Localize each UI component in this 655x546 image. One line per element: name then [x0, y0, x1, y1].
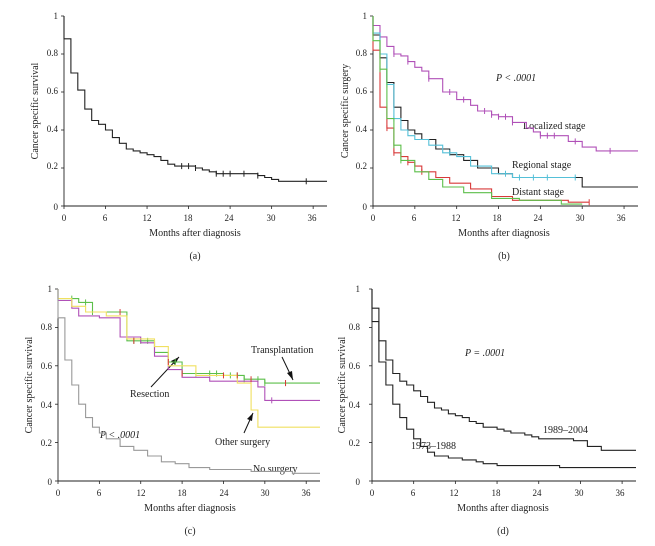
x-tick-label: 24	[225, 213, 235, 223]
series-line	[372, 16, 576, 179]
x-tick-label: 36	[616, 488, 626, 498]
panel-b: 1 0.8 0.6 0.4 0.2 0 0 6 12 18 24 30 36 M…	[340, 11, 638, 262]
x-tick-label: 30	[261, 488, 271, 498]
x-tick-label: 18	[184, 213, 194, 223]
x-tick-label: 12	[143, 213, 152, 223]
y-tick-label: 0.8	[41, 322, 53, 332]
y-tick-label: 0	[363, 202, 368, 212]
x-tick-label: 0	[371, 213, 376, 223]
x-tick-label: 30	[267, 213, 277, 223]
y-tick-label: 0.8	[47, 48, 59, 58]
x-tick-label: 30	[576, 213, 586, 223]
transplantation-arrowhead	[287, 371, 293, 380]
series-line	[57, 289, 320, 474]
y-tick-label: 0	[48, 477, 53, 487]
x-tick-label: 0	[370, 488, 375, 498]
x-tick-label: 24	[534, 213, 544, 223]
series-line	[372, 16, 638, 188]
era-1973-1988-label: 1973–1988	[411, 441, 456, 452]
p-value-annotation: P = .0001	[464, 348, 505, 359]
x-tick-label: 18	[493, 213, 503, 223]
y-tick-label: 0.8	[356, 48, 368, 58]
x-axis-label: Months after diagnosis	[149, 228, 241, 239]
regional-stage-label: Regional stage	[512, 160, 572, 171]
y-tick-label: 1	[356, 284, 361, 294]
x-tick-label: 36	[308, 213, 318, 223]
series-line	[57, 289, 320, 401]
y-axis-label: Cancer specific survival	[24, 336, 35, 433]
x-tick-label: 12	[137, 488, 146, 498]
panel-label: (c)	[184, 526, 195, 537]
y-tick-label: 0.2	[349, 438, 360, 448]
y-axis-label: Cancer specific survival	[30, 62, 41, 159]
x-tick-label: 36	[617, 213, 627, 223]
y-tick-label: 0.6	[349, 361, 361, 371]
y-tick-label: 0.6	[47, 86, 59, 96]
panel-c: 1 0.8 0.6 0.4 0.2 0 0 6 12 18 24 30 36 M…	[24, 284, 320, 537]
distant-stage-label: Distant stage	[512, 187, 564, 198]
y-tick-label: 0.2	[41, 438, 52, 448]
y-tick-label: 0.2	[47, 161, 58, 171]
y-tick-label: 1	[48, 284, 53, 294]
x-tick-label: 30	[575, 488, 585, 498]
panel-label: (d)	[497, 526, 509, 537]
x-tick-label: 18	[492, 488, 502, 498]
y-axis-label: Cancer specific surgery	[340, 64, 351, 158]
y-tick-label: 0.4	[47, 124, 59, 134]
p-value-annotation: P < .0001	[99, 430, 140, 441]
series-line	[371, 289, 636, 469]
x-tick-label: 36	[302, 488, 312, 498]
other-surgery-arrowhead	[247, 413, 253, 421]
y-tick-label: 0.8	[349, 322, 361, 332]
x-tick-label: 0	[62, 213, 67, 223]
x-tick-label: 6	[97, 488, 102, 498]
y-tick-label: 0.6	[41, 361, 53, 371]
y-tick-label: 1	[363, 11, 368, 21]
era-1989-2004-label: 1989–2004	[543, 425, 588, 436]
y-tick-label: 0	[54, 202, 59, 212]
no-surgery-label: No surgery	[253, 464, 298, 475]
panel-a: 1 0.8 0.6 0.4 0.2 0 0 6 12 18 24 30 36 M…	[30, 11, 327, 262]
x-tick-label: 0	[56, 488, 61, 498]
x-tick-label: 12	[450, 488, 459, 498]
series-line	[57, 289, 320, 428]
p-value-annotation: P < .0001	[495, 73, 536, 84]
x-tick-label: 6	[411, 488, 416, 498]
x-tick-label: 6	[103, 213, 108, 223]
x-axis-label: Months after diagnosis	[457, 503, 549, 514]
y-tick-label: 0.2	[356, 161, 367, 171]
y-axis-label: Cancer specific survival	[337, 336, 348, 433]
series-line	[372, 16, 583, 205]
x-axis-label: Months after diagnosis	[458, 228, 550, 239]
x-tick-label: 24	[533, 488, 543, 498]
series-line	[371, 289, 636, 451]
y-tick-label: 1	[54, 11, 59, 21]
transplantation-label: Transplantation	[251, 345, 313, 356]
y-tick-label: 0.4	[41, 400, 53, 410]
series-line	[372, 16, 590, 203]
series-line	[57, 289, 320, 384]
y-tick-label: 0.4	[349, 400, 361, 410]
y-tick-label: 0.6	[356, 86, 368, 96]
x-tick-label: 24	[220, 488, 230, 498]
resection-label: Resection	[130, 389, 169, 400]
x-tick-label: 6	[412, 213, 417, 223]
y-tick-label: 0	[356, 477, 361, 487]
series-line	[63, 16, 327, 182]
x-tick-label: 18	[178, 488, 188, 498]
panel-label: (b)	[498, 251, 510, 262]
panel-d: 1 0.8 0.6 0.4 0.2 0 0 6 12 18 24 30 36 M…	[337, 284, 636, 537]
x-axis-label: Months after diagnosis	[144, 503, 236, 514]
localized-stage-label: Localized stage	[523, 121, 586, 132]
other-surgery-label: Other surgery	[215, 437, 270, 448]
panel-label: (a)	[189, 251, 200, 262]
y-tick-label: 0.4	[356, 124, 368, 134]
x-tick-label: 12	[452, 213, 461, 223]
